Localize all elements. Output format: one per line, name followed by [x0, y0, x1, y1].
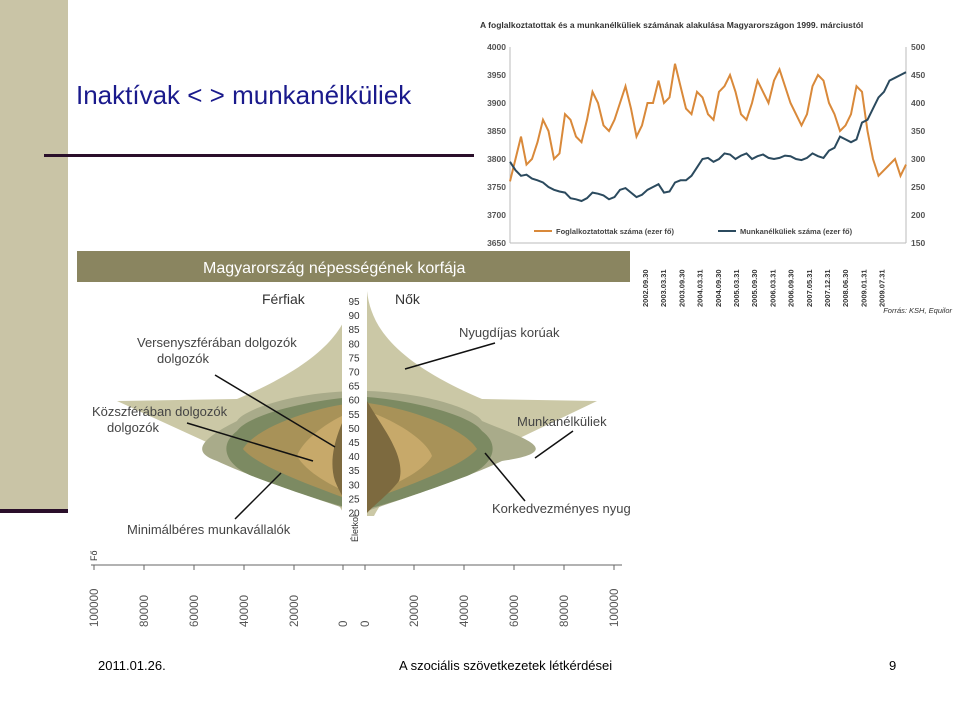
leader-line-retired — [404, 342, 496, 370]
line-chart-title: A foglalkoztatottak és a munkanélküliek … — [480, 20, 863, 30]
slide-side-bar-rule — [0, 509, 68, 513]
x-tick-label: 2004.09.30 — [714, 269, 723, 307]
men-label: Férfiak — [262, 291, 306, 307]
age-tick-label: 95 — [348, 297, 360, 308]
age-tick-label: 50 — [348, 424, 360, 435]
right-tick-label: 300 — [911, 154, 925, 164]
annotation-min-wage: Minimálbéres munkavállalók — [127, 522, 291, 537]
x-tick-label: 2007.05.31 — [805, 269, 814, 307]
right-tick-label: 400 — [911, 98, 925, 108]
age-tick-label: 90 — [348, 311, 360, 322]
left-tick-label: 3700 — [487, 210, 506, 220]
age-axis-label: Életkor — [350, 514, 360, 542]
annotation-private-sector: Versenyszférában dolgozók — [137, 335, 297, 350]
age-tick-label: 80 — [348, 339, 360, 350]
age-tick-label: 55 — [348, 410, 360, 421]
count-tick-label-women: 20000 — [409, 595, 421, 627]
right-tick-label: 350 — [911, 126, 925, 136]
left-tick-label: 4000 — [487, 42, 506, 52]
count-tick-label-women: 0 — [360, 621, 372, 627]
count-tick-label-men: 60000 — [189, 595, 201, 627]
annotation-early-retirement: Korkedvezményes nyugdíjasok, rokkantnyug… — [492, 501, 630, 516]
age-tick-label: 85 — [348, 325, 360, 336]
x-tick-label: 2009.07.31 — [878, 269, 887, 307]
x-tick-label: 2007.12.31 — [823, 269, 832, 307]
age-tick-label: 60 — [348, 396, 360, 407]
leader-line-unemployed — [534, 430, 574, 459]
right-tick-label: 150 — [911, 238, 925, 248]
count-tick-label-men: 20000 — [289, 595, 301, 627]
count-tick-label-women: 100000 — [609, 589, 621, 627]
count-tick-label-men: 80000 — [139, 595, 151, 627]
x-tick-label: 2008.06.30 — [841, 269, 850, 307]
pyramid-header-bar — [77, 251, 630, 282]
x-tick-label: 2006.03.31 — [768, 269, 777, 307]
age-axis-band — [342, 291, 366, 541]
count-tick-label-women: 60000 — [509, 595, 521, 627]
leader-line-public — [186, 422, 314, 462]
right-tick-label: 500 — [911, 42, 925, 52]
leader-line-min-wage — [234, 472, 282, 520]
age-tick-label: 45 — [348, 438, 360, 449]
leader-line-private — [214, 374, 336, 448]
women-label: Nők — [395, 291, 421, 307]
annotation-public-sector-line2: dolgozók — [107, 420, 160, 435]
x-tick-label: 2003.03.31 — [659, 269, 668, 307]
count-tick-label-men: 100000 — [89, 589, 101, 627]
leader-line-early-retirement — [484, 452, 526, 502]
right-tick-label: 200 — [911, 210, 925, 220]
slide-side-bar — [0, 0, 68, 512]
annotation-retired-age: Nyugdíjas korúak — [459, 325, 560, 340]
annotation-public-sector: Közszférában dolgozók — [92, 404, 228, 419]
series-line-employed — [509, 63, 907, 182]
age-tick-label: 25 — [348, 494, 360, 505]
legend-label-unemployed: Munkanélküliek száma (ezer fő) — [740, 227, 853, 236]
right-tick-label: 450 — [911, 70, 925, 80]
left-tick-label: 3850 — [487, 126, 506, 136]
age-tick-label: 40 — [348, 452, 360, 463]
footer-title: A szociális szövetkezetek létkérdései — [399, 658, 613, 673]
right-tick-label: 250 — [911, 182, 925, 192]
age-tick-label: 75 — [348, 353, 360, 364]
page-number: 9 — [889, 658, 897, 673]
annotation-unemployed: Munkanélküliek — [517, 414, 607, 429]
age-tick-label: 30 — [348, 480, 360, 491]
legend-label-employed: Foglalkoztatottak száma (ezer fő) — [556, 227, 674, 236]
count-tick-label-men: 40000 — [239, 595, 251, 627]
x-tick-label: 2005.03.31 — [732, 269, 741, 307]
early-retirement-area-women — [367, 401, 401, 513]
title-underline — [44, 154, 474, 157]
left-tick-label: 3950 — [487, 70, 506, 80]
x-tick-label: 2002.09.30 — [641, 269, 650, 307]
series-line-unemployed — [509, 71, 907, 203]
left-tick-label: 3900 — [487, 98, 506, 108]
footer-date: 2011.01.26. — [98, 658, 166, 673]
x-tick-label: 2009.01.31 — [859, 269, 868, 307]
x-tick-label: 2005.09.30 — [750, 269, 759, 307]
count-tick-label-women: 80000 — [559, 595, 571, 627]
left-tick-label: 3750 — [487, 182, 506, 192]
count-axis-label: Fő — [89, 550, 99, 561]
left-tick-label: 3800 — [487, 154, 506, 164]
line-chart-source: Forrás: KSH, Equilor — [883, 306, 952, 315]
pyramid-title: Magyarország népességének korfája — [203, 260, 465, 277]
age-tick-label: 70 — [348, 368, 360, 379]
left-tick-label: 3650 — [487, 238, 506, 248]
x-tick-label: 2006.09.30 — [787, 269, 796, 307]
count-tick-label-women: 40000 — [459, 595, 471, 627]
population-pyramid-chart: Magyarország népességének korfája 95 90 85… — [77, 251, 792, 635]
x-tick-label: 2003.09.30 — [677, 269, 686, 307]
annotation-private-sector-line2: dolgozók — [157, 351, 210, 366]
age-tick-label: 35 — [348, 466, 360, 477]
slide-title: Inaktívak < > munkanélküliek — [76, 80, 412, 110]
x-tick-label: 2004.03.31 — [696, 269, 705, 307]
count-tick-label-men: 0 — [338, 621, 350, 627]
age-tick-label: 20 — [348, 509, 360, 520]
age-tick-label: 65 — [348, 382, 360, 393]
